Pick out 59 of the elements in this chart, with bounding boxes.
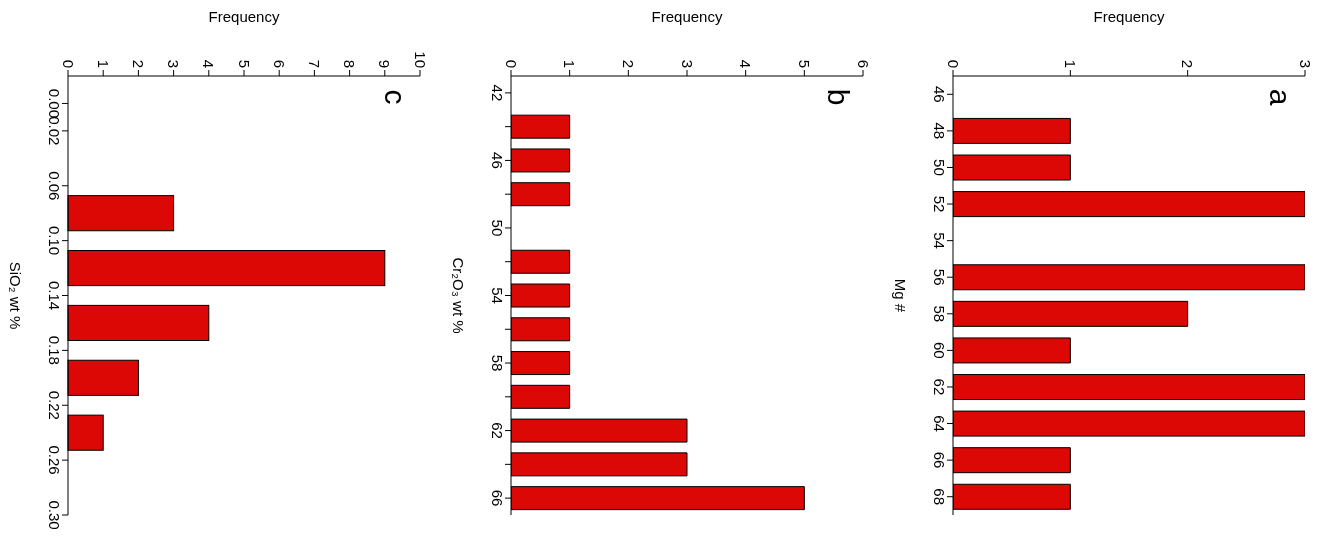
y-tick-label: 50: [488, 219, 506, 237]
y-tick-label: 58: [488, 354, 506, 372]
x-tick-label: 5: [795, 59, 813, 68]
x-tick-label: 7: [305, 59, 323, 68]
annotation: a: [1263, 88, 1297, 106]
y-tick-label: 62: [488, 422, 506, 439]
y-tick-label: 0.06: [45, 171, 63, 201]
x-tick-label: 2: [129, 59, 147, 68]
x-tick-label: 1: [560, 59, 578, 68]
annotation: b: [821, 88, 855, 106]
x-tick-label: 10: [411, 51, 429, 68]
x-tick-label: 0: [59, 59, 77, 68]
y-tick-label: 46: [488, 152, 506, 169]
y-tick-label: 68: [930, 488, 948, 506]
x-tick-label: 6: [854, 59, 872, 68]
y-tick-label: 42: [488, 84, 506, 102]
x-tick-label: 4: [736, 59, 754, 68]
y-axis-title: Mg #: [892, 278, 910, 313]
y-tick-label: 46: [930, 85, 948, 103]
y-tick-label: 0.00: [45, 88, 63, 119]
y-tick-label: 0.14: [45, 280, 63, 311]
y-tick-label: 54: [930, 232, 948, 249]
x-tick-label: 2: [1179, 59, 1197, 68]
y-axis-title: SiO₂ wt %: [7, 261, 25, 330]
y-tick-label: 64: [930, 415, 948, 432]
x-tick-label: 1: [94, 59, 112, 68]
annotation: c: [378, 89, 412, 105]
y-tick-label: 62: [930, 378, 948, 396]
y-tick-label: 50: [930, 159, 948, 176]
x-axis-title: Frequency: [1093, 8, 1166, 25]
x-tick-label: 3: [678, 59, 696, 68]
y-tick-label: 60: [930, 342, 948, 359]
y-tick-label: 48: [930, 122, 948, 140]
x-tick-label: 4: [200, 59, 218, 68]
y-tick-label: 0.26: [45, 445, 63, 475]
x-tick-label: 3: [165, 59, 183, 68]
y-tick-label: 56: [930, 268, 948, 286]
x-tick-label: 0: [944, 59, 962, 68]
y-tick-label: 0.18: [45, 335, 63, 365]
y-tick-label: 0.02: [45, 116, 63, 146]
y-tick-label: 66: [488, 489, 506, 507]
y-tick-label: 54: [488, 287, 506, 304]
x-tick-label: 1: [1062, 59, 1080, 68]
y-tick-label: 66: [930, 451, 948, 469]
y-tick-label: 0.22: [45, 390, 63, 420]
y-tick-label: 52: [930, 195, 948, 213]
y-axis-title: Cr₂O₃ wt %: [450, 257, 468, 334]
x-tick-label: 5: [235, 59, 253, 68]
y-tick-label: 0.10: [45, 226, 63, 256]
x-tick-label: 3: [1296, 59, 1314, 68]
x-axis-title: Frequency: [208, 8, 280, 25]
x-tick-label: 8: [341, 59, 359, 68]
x-tick-label: 2: [619, 59, 637, 68]
y-tick-label: 0.30: [45, 500, 63, 530]
x-tick-label: 9: [376, 59, 394, 68]
x-axis-title: Frequency: [651, 8, 723, 25]
y-tick-label: 58: [930, 305, 948, 323]
x-tick-label: 6: [270, 59, 288, 68]
x-tick-label: 0: [502, 59, 520, 68]
